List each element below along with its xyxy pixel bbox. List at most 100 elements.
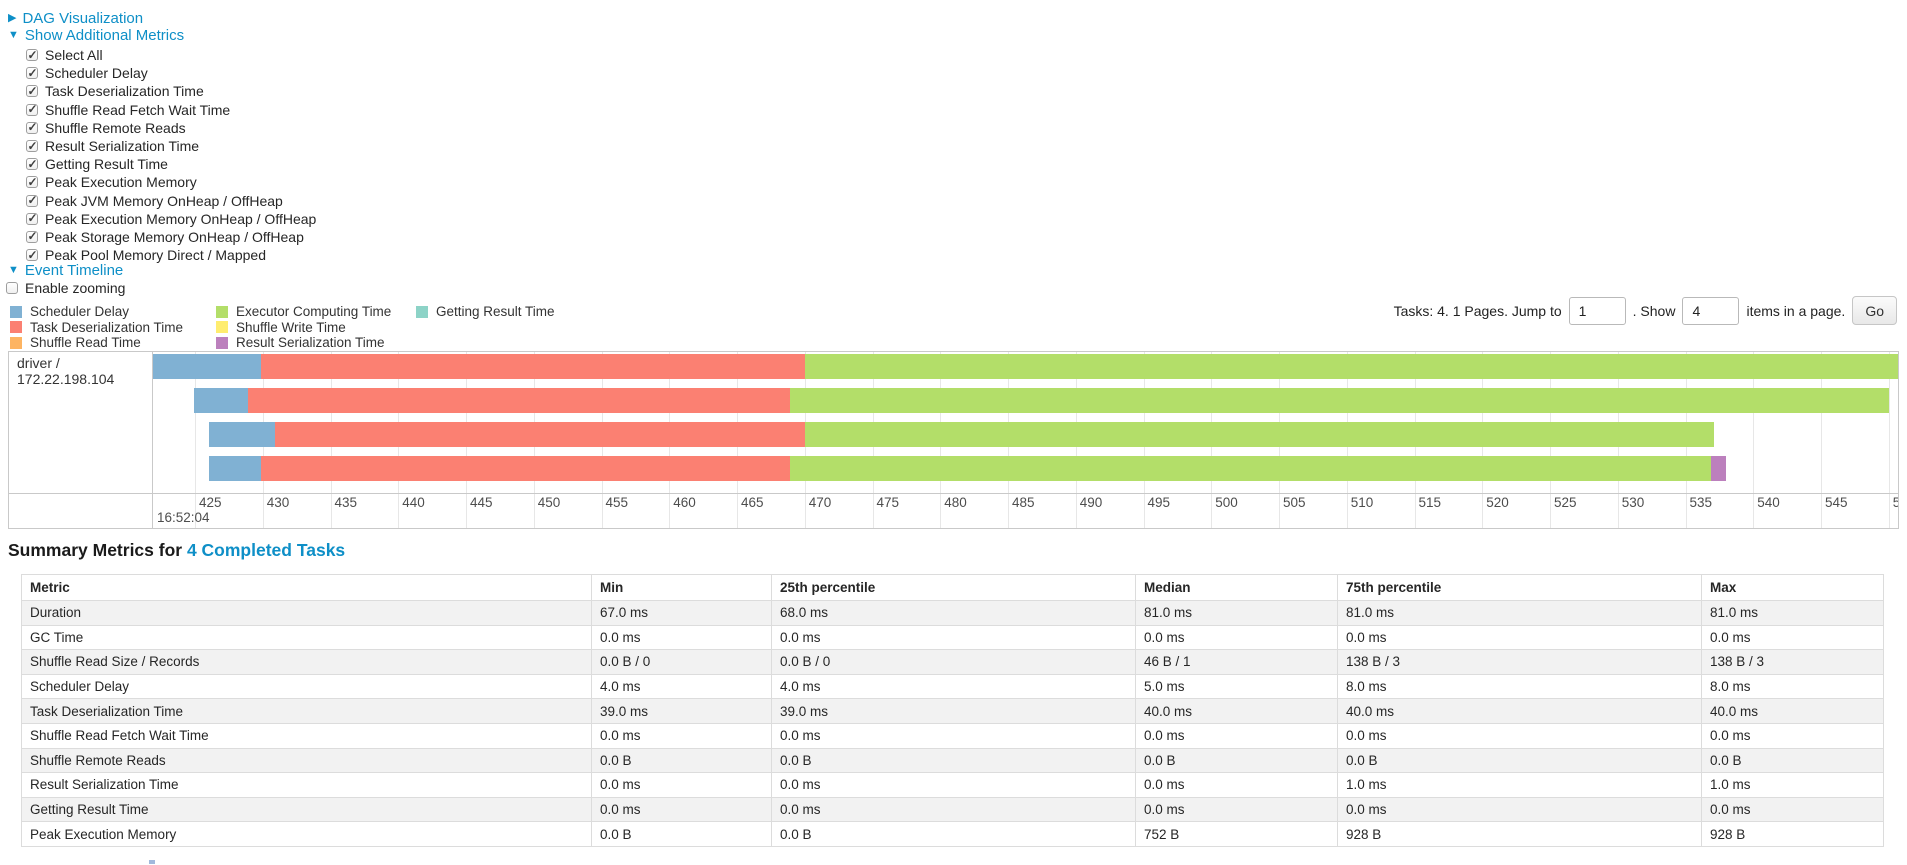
metric-checkbox-row[interactable]: Getting Result Time [26,155,316,173]
enable-zooming-checkbox[interactable] [6,282,18,295]
metric-checkbox-0[interactable] [26,48,38,62]
timeline-bar-task-1-executor-computing[interactable] [789,388,1889,413]
table-cell: 81.0 ms [1337,600,1702,626]
legend-label: Getting Result Time [436,304,555,320]
metric-checkbox-row[interactable]: Peak Storage Memory OnHeap / OffHeap [26,228,316,246]
completed-tasks-link[interactable]: 4 Completed Tasks [186,540,346,560]
metric-checkbox-1[interactable] [26,66,38,80]
metric-checkbox-row[interactable]: Peak Pool Memory Direct / Mapped [26,246,316,264]
table-cell: 0.0 B [1135,747,1338,774]
metric-checkbox-6[interactable] [26,157,38,171]
table-cell: 0.0 ms [771,772,1136,798]
legend-label: Scheduler Delay [30,304,130,320]
metric-checkbox-row[interactable]: Shuffle Read Fetch Wait Time [26,101,316,119]
metric-checkbox-row[interactable]: Task Deserialization Time [26,82,316,100]
metric-checkbox-row[interactable]: Peak JVM Memory OnHeap / OffHeap [26,192,316,210]
metric-checkbox-row[interactable]: Scheduler Delay [26,64,316,82]
task-pagination: Tasks: 4. 1 Pages. Jump to . Show items … [1394,296,1897,325]
metric-checkbox-row[interactable]: Peak Execution Memory [26,173,316,191]
metric-checkbox-row[interactable]: Result Serialization Time [26,137,316,155]
timeline-tick-label: 470 [808,495,832,510]
metric-checkbox-5[interactable] [26,139,38,153]
table-row: Getting Result Time 0.0 ms 0.0 ms 0.0 ms 0.0… [21,796,1884,823]
show-additional-metrics-toggle[interactable]: ▼ Show Additional Metrics [8,27,184,44]
legend-item: Result Serialization Time [216,335,402,351]
metric-checkbox-row[interactable]: Select All [26,46,316,64]
legend-item: Getting Result Time [416,304,555,320]
timeline-tick-label: 430 [266,495,290,510]
table-header-cell: Max [1701,574,1884,601]
table-cell: 928 B [1701,821,1884,847]
timeline-bar-task-3-result-serialization[interactable] [1711,456,1727,481]
timeline-bar-task-1-scheduler-delay[interactable] [193,388,248,413]
metric-checkbox-9[interactable] [26,211,38,225]
timeline-bar-task-3-executor-computing[interactable] [789,456,1712,481]
legend-column: Getting Result Time [416,304,555,351]
timeline-bar-task-1-task-deserialization[interactable] [247,388,790,413]
table-row: Result Serialization Time 0.0 ms 0.0 ms 0.0… [21,772,1884,798]
legend-label: Shuffle Read Time [30,335,141,351]
timeline-bar-task-3-scheduler-delay[interactable] [208,456,262,481]
legend-item: Task Deserialization Time [10,320,202,336]
metric-checkbox-11[interactable] [26,248,38,262]
table-cell: 1.0 ms [1337,772,1702,798]
metric-checkbox-7[interactable] [26,175,38,189]
metric-checkbox-row[interactable]: Shuffle Remote Reads [26,119,316,137]
metric-checkbox-2[interactable] [26,84,38,98]
timeline-bar-task-2-executor-computing[interactable] [804,422,1714,447]
timeline-bar-task-3-task-deserialization[interactable] [261,456,790,481]
table-cell: Duration [21,600,592,626]
table-header-cell: Metric [21,574,592,601]
metric-checkbox-label: Shuffle Read Fetch Wait Time [45,101,231,118]
show-text: . Show [1632,302,1676,319]
table-cell: 0.0 B [591,821,772,847]
metric-checkbox-row[interactable]: Peak Execution Memory OnHeap / OffHeap [26,210,316,228]
metric-checkbox-label: Shuffle Remote Reads [45,119,186,136]
timeline-gridline [1753,352,1755,528]
timeline-bar-task-0-executor-computing[interactable] [804,354,1898,379]
legend-label: Task Deserialization Time [30,319,184,335]
timeline-tick-label: 530 [1621,495,1645,510]
timeline-group-label: driver / 172.22.198.104 [9,352,153,528]
table-cell: 0.0 ms [1135,772,1338,798]
table-header-cell: Min [591,574,772,601]
timeline-tick-label: 465 [741,495,764,510]
show-additional-metrics-label: Show Additional Metrics [24,27,185,44]
task-deserialization-swatch-icon [10,321,22,334]
timeline-tick-label: 535 [1689,495,1713,510]
jump-to-page-input[interactable] [1568,296,1626,325]
table-cell: 0.0 ms [1337,796,1702,823]
timeline-bar-task-2-task-deserialization[interactable] [274,422,805,447]
table-cell: 81.0 ms [1701,600,1884,626]
timeline-bar-task-0-task-deserialization[interactable] [261,354,805,379]
metric-checkbox-10[interactable] [26,229,38,243]
legend-item: Shuffle Read Time [10,335,202,351]
table-cell: 39.0 ms [591,698,772,724]
metric-checkbox-8[interactable] [26,193,38,207]
table-cell: 0.0 ms [1701,722,1884,749]
timeline-tick-label: 460 [673,495,696,510]
table-header-cell: 25th percentile [771,574,1136,601]
table-row: Shuffle Read Fetch Wait Time 0.0 ms 0.0 ms… [21,722,1884,749]
table-cell: 68.0 ms [771,600,1136,626]
result-serialization-swatch-icon [216,336,228,349]
dag-visualization-toggle[interactable]: ▶ DAG Visualization [8,10,143,27]
event-timeline-toggle[interactable]: ▼ Event Timeline [8,262,123,279]
timeline-tick-label: 495 [1147,495,1171,510]
timeline-bar-task-0-scheduler-delay[interactable] [153,354,262,379]
table-cell: Task Deserialization Time [21,698,592,724]
metric-checkbox-3[interactable] [26,102,38,116]
enable-zooming-checkbox-row[interactable]: Enable zooming [6,279,125,297]
timeline-bar-task-2-scheduler-delay[interactable] [208,422,275,447]
items-per-page-input[interactable] [1682,296,1740,325]
legend-item: Shuffle Write Time [216,320,402,336]
table-cell: Shuffle Read Fetch Wait Time [21,722,592,749]
legend-item: Scheduler Delay [10,304,202,320]
go-button[interactable]: Go [1852,296,1897,325]
getting-result-swatch-icon [416,305,428,318]
timeline-tick-label: 480 [944,495,967,510]
table-row: Duration 67.0 ms 68.0 ms 81.0 ms 81.0 ms 81.0… [21,600,1884,626]
metric-checkbox-label: Result Serialization Time [45,138,200,155]
table-cell: 0.0 ms [1701,796,1884,823]
metric-checkbox-4[interactable] [26,120,38,134]
